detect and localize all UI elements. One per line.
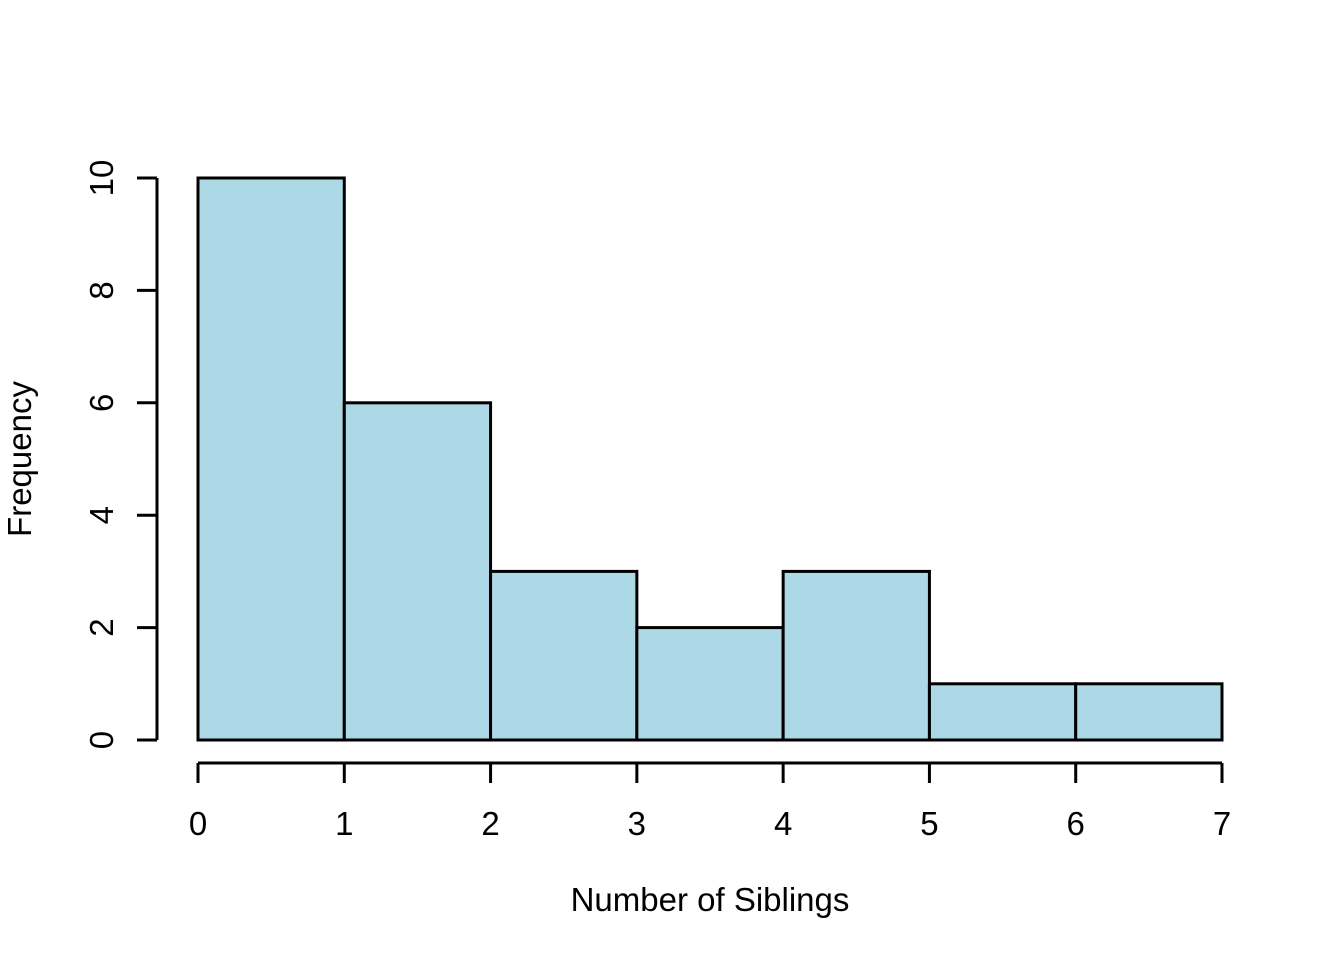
y-tick-label-4: 4	[83, 506, 120, 524]
x-tick-label-4: 4	[774, 805, 792, 842]
bar-bin-5-6	[927, 682, 1078, 742]
x-tick-label-0: 0	[189, 805, 207, 842]
x-tick-label-2: 2	[481, 805, 499, 842]
bar-bin-6-7	[1074, 682, 1224, 742]
x-tick-label-3: 3	[628, 805, 646, 842]
bar-bin-3-4	[635, 626, 785, 742]
y-tick-label-8: 8	[83, 281, 120, 299]
x-tick-label-1: 1	[335, 805, 353, 842]
x-tick-label-5: 5	[920, 805, 938, 842]
axes-layer: 0 2 4 6 8 10 0 1 2 3 4 5 6 7	[83, 160, 1231, 842]
y-tick-label-2: 2	[83, 618, 120, 636]
x-axis-title: Number of Siblings	[571, 881, 850, 918]
y-tick-label-10: 10	[83, 160, 120, 197]
bar-bin-2-3	[489, 569, 639, 742]
y-axis-title: Frequency	[1, 381, 38, 537]
x-tick-label-7: 7	[1213, 805, 1231, 842]
bar-bin-4-5	[781, 569, 931, 742]
bar-bin-1-2	[342, 401, 493, 742]
y-tick-label-6: 6	[83, 394, 120, 412]
x-tick-label-6: 6	[1067, 805, 1085, 842]
bars-layer	[196, 176, 1224, 742]
bar-bin-0-1	[196, 176, 346, 742]
y-tick-label-0: 0	[83, 731, 120, 749]
